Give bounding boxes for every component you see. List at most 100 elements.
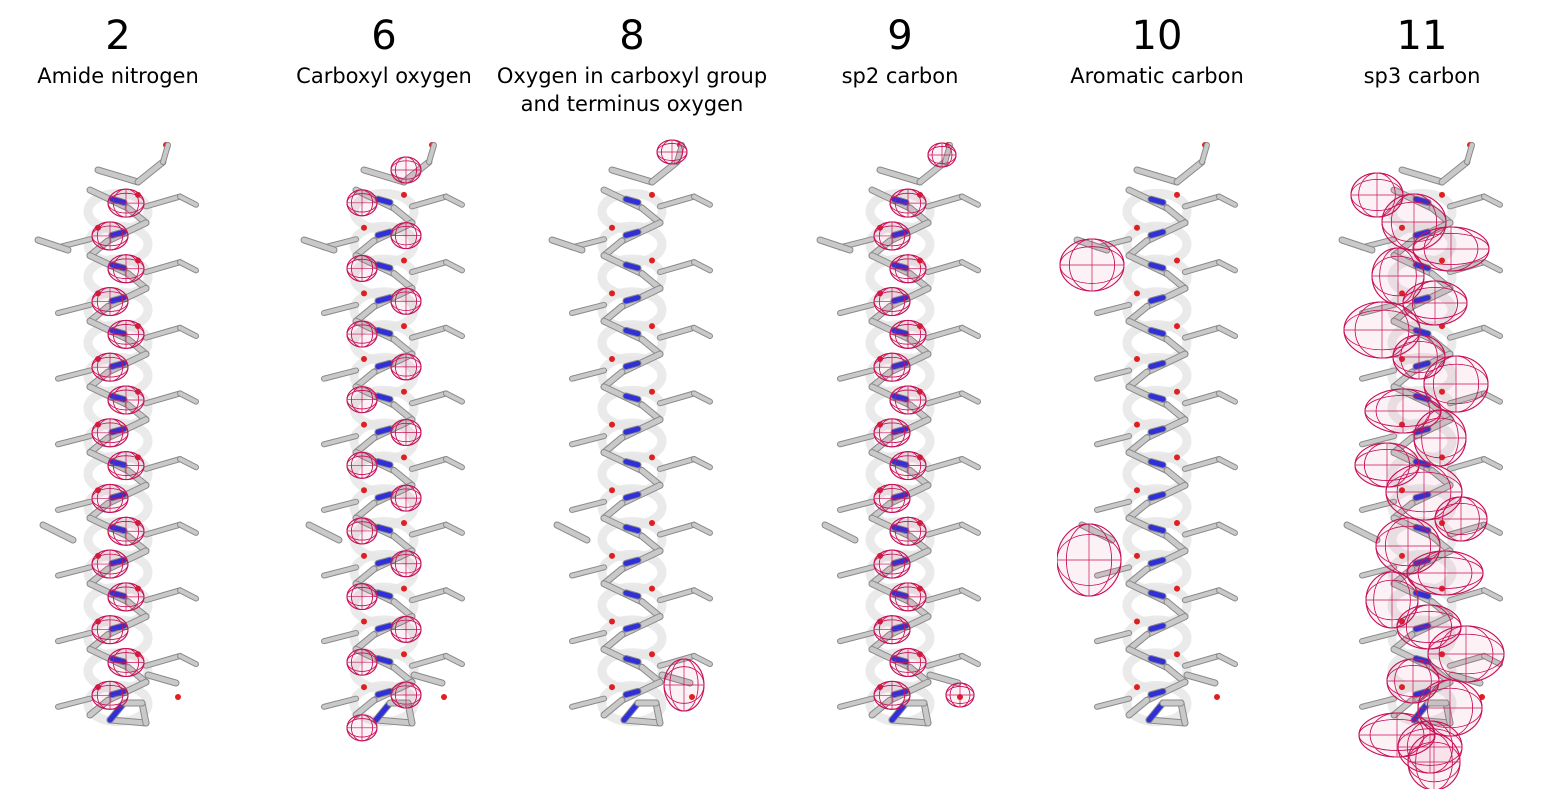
density-mesh	[1385, 463, 1463, 521]
density-mesh	[873, 615, 911, 645]
density-mesh	[346, 517, 378, 545]
panel-number: 8	[619, 13, 645, 59]
density-mesh	[889, 647, 927, 678]
density-mesh	[1059, 238, 1125, 292]
density-mesh	[873, 483, 911, 513]
density-mesh	[889, 516, 927, 546]
density-mesh	[1423, 355, 1489, 413]
density-mesh	[1402, 280, 1468, 326]
density-meshes	[346, 156, 422, 742]
helix-structure-image	[1057, 142, 1238, 727]
density-mesh	[107, 385, 145, 415]
density-mesh	[873, 549, 911, 579]
backbone-sticks	[548, 142, 713, 719]
density-mesh	[889, 319, 927, 349]
panel-number: 2	[105, 13, 131, 59]
density-mesh	[656, 139, 688, 165]
density-mesh	[1057, 523, 1122, 597]
helix-ribbon	[83, 188, 153, 727]
density-mesh	[390, 156, 422, 184]
density-mesh	[91, 680, 129, 710]
density-mesh	[1407, 733, 1461, 789]
density-mesh	[1392, 334, 1446, 380]
density-mesh	[1343, 301, 1421, 359]
helix-ribbon	[1122, 188, 1192, 727]
panel-label: Oxygen in carboxyl group and terminus ox…	[496, 64, 768, 116]
panel-number: 11	[1396, 13, 1448, 59]
density-mesh	[107, 319, 145, 349]
density-mesh	[889, 188, 927, 218]
helix-ribbon	[597, 188, 667, 727]
backbone-sticks	[1073, 142, 1238, 719]
density-mesh	[390, 681, 422, 709]
helix-structure-image	[816, 142, 981, 727]
density-mesh	[346, 320, 378, 348]
density-mesh	[390, 484, 422, 512]
density-mesh	[663, 658, 705, 712]
density-mesh	[1406, 550, 1484, 596]
density-mesh	[346, 386, 378, 414]
density-meshes	[1343, 172, 1505, 789]
panel-number: 9	[887, 13, 913, 59]
density-mesh	[91, 221, 129, 251]
density-mesh	[1412, 226, 1490, 272]
density-mesh	[1350, 172, 1404, 218]
density-mesh	[390, 353, 422, 381]
density-mesh	[873, 352, 911, 382]
helix-structure-image	[300, 142, 465, 742]
density-mesh	[346, 254, 378, 282]
density-mesh	[91, 418, 129, 448]
helix-structure-image	[548, 139, 713, 727]
density-mesh	[889, 385, 927, 415]
panel-label: sp3 carbon	[1363, 64, 1481, 88]
density-mesh	[390, 615, 422, 643]
density-mesh	[390, 287, 422, 315]
panel-number: 10	[1131, 13, 1183, 59]
proline-ring	[106, 671, 181, 727]
density-mesh	[1364, 388, 1442, 434]
density-mesh	[91, 352, 129, 382]
helix-structure-image	[34, 142, 199, 727]
panel-label: Aromatic carbon	[1070, 64, 1244, 88]
density-meshes	[1057, 238, 1125, 597]
density-mesh	[107, 582, 145, 612]
density-mesh	[1417, 679, 1483, 737]
density-mesh	[91, 483, 129, 513]
helix-structure-image	[1338, 142, 1505, 789]
panel-label: Carboxyl oxygen	[296, 64, 472, 88]
density-mesh	[107, 647, 145, 678]
density-meshes	[91, 188, 145, 710]
density-mesh	[1386, 658, 1440, 704]
density-mesh	[889, 254, 927, 284]
density-mesh	[889, 451, 927, 481]
density-mesh	[1413, 409, 1467, 467]
density-mesh	[346, 583, 378, 611]
density-mesh	[346, 189, 378, 217]
density-mesh	[91, 549, 129, 579]
density-meshes	[873, 142, 975, 710]
panel-label: Amide nitrogen	[37, 64, 199, 88]
density-mesh	[1434, 496, 1488, 542]
density-mesh	[873, 418, 911, 448]
density-mesh	[1365, 571, 1419, 629]
density-mesh	[390, 222, 422, 250]
panel-carboxyl-oxygen: 6 Carboxyl oxygen	[284, 0, 484, 789]
density-mesh	[390, 550, 422, 578]
density-mesh	[873, 287, 911, 317]
density-meshes	[656, 139, 705, 712]
panel-number: 6	[371, 13, 397, 59]
density-mesh	[945, 682, 975, 708]
panel-sp3-carbon: 11 sp3 carbon	[1322, 0, 1522, 789]
density-mesh	[346, 648, 378, 676]
panel-amide-nitrogen: 2 Amide nitrogen	[18, 0, 218, 789]
density-mesh	[927, 142, 957, 168]
density-mesh	[107, 451, 145, 481]
density-mesh	[1397, 720, 1463, 774]
helix-ribbon	[865, 188, 935, 727]
panel-terminus-oxygen: 8 Oxygen in carboxyl group and terminus …	[497, 0, 767, 789]
density-mesh	[1427, 625, 1505, 683]
density-mesh	[346, 451, 378, 479]
proline-ring	[372, 671, 447, 727]
density-mesh	[107, 188, 145, 218]
proline-ring	[1145, 671, 1220, 727]
